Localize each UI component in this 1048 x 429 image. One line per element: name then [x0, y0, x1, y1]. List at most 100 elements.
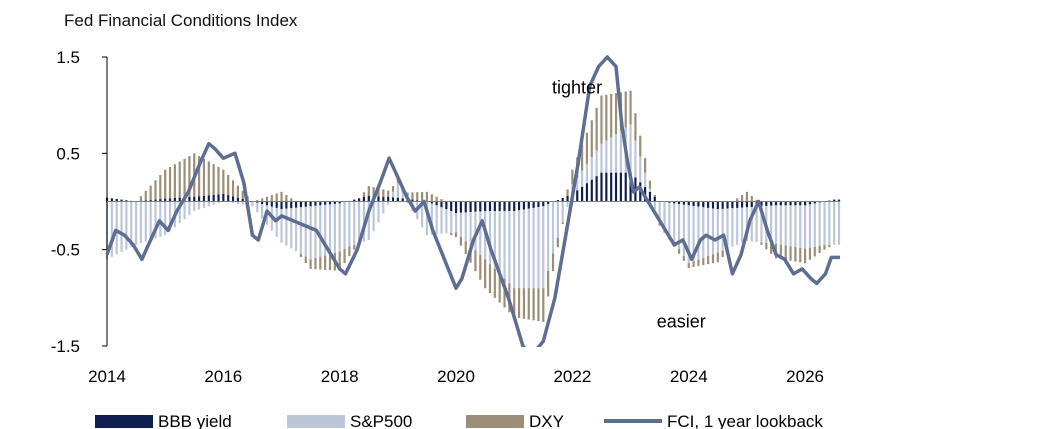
bar-bbb-yield	[493, 201, 496, 212]
bar-s-p500	[285, 208, 288, 246]
bar-s-p500	[435, 205, 438, 235]
bar-dxy	[236, 185, 239, 198]
bar-bbb-yield	[508, 201, 511, 212]
bar-bbb-yield	[454, 201, 458, 214]
bar-dxy	[818, 245, 821, 254]
bar-s-p500	[576, 177, 579, 191]
bar-dxy	[750, 195, 753, 202]
bar-dxy	[188, 156, 191, 198]
bar-bbb-yield	[595, 176, 598, 202]
bar-dxy	[804, 248, 807, 264]
bar-bbb-yield	[561, 197, 564, 202]
bar-bbb-yield	[707, 201, 710, 208]
bar-s-p500	[261, 204, 264, 219]
bar-s-p500	[779, 205, 782, 245]
bar-s-p500	[808, 204, 812, 248]
bar-s-p500	[454, 213, 458, 233]
x-tick-label: 2022	[553, 367, 591, 386]
bar-dxy	[139, 196, 143, 202]
bar-s-p500	[309, 206, 312, 260]
bar-dxy	[823, 244, 826, 250]
bar-dxy	[168, 166, 172, 199]
bar-dxy	[532, 288, 535, 321]
bar-s-p500	[328, 204, 332, 255]
bar-dxy	[207, 161, 210, 196]
bar-s-p500	[619, 130, 622, 173]
bar-dxy	[614, 93, 618, 135]
bar-bbb-yield	[488, 201, 492, 212]
bar-dxy	[343, 248, 346, 264]
bar-s-p500	[740, 207, 744, 243]
bar-dxy	[275, 193, 278, 202]
bar-dxy	[198, 156, 201, 197]
bar-s-p500	[532, 207, 535, 289]
bar-s-p500	[188, 201, 191, 216]
bar-dxy	[692, 261, 695, 268]
bar-s-p500	[382, 201, 385, 214]
bar-s-p500	[488, 211, 492, 265]
bar-s-p500	[682, 204, 685, 257]
bar-bbb-yield	[328, 201, 332, 205]
bar-dxy	[464, 241, 467, 255]
bar-bbb-yield	[474, 201, 477, 212]
bar-bbb-yield	[227, 195, 230, 202]
bar-bbb-yield	[207, 195, 210, 202]
bar-s-p500	[585, 163, 589, 184]
legend: BBB yield S&P500 DXY FCI, 1 year lookback	[95, 412, 823, 429]
bar-s-p500	[590, 157, 593, 180]
bar-bbb-yield	[362, 197, 366, 202]
bar-dxy	[581, 144, 584, 171]
bar-bbb-yield	[721, 201, 724, 209]
bar-dxy	[270, 195, 273, 202]
bar-s-p500	[605, 140, 608, 173]
bar-s-p500	[280, 209, 283, 243]
bar-bbb-yield	[581, 186, 584, 202]
bar-s-p500	[401, 191, 404, 199]
bar-s-p500	[474, 211, 477, 251]
bar-s-p500	[343, 202, 346, 249]
bar-bbb-yield	[527, 201, 530, 209]
bar-bbb-yield	[435, 201, 438, 206]
bar-dxy	[498, 273, 501, 303]
bar-bbb-yield	[198, 196, 201, 202]
bar-dxy	[687, 263, 690, 268]
bar-bbb-yield	[401, 198, 404, 202]
bar-dxy	[328, 254, 332, 271]
bar-dxy	[149, 185, 152, 201]
bar-dxy	[314, 258, 317, 270]
bar-dxy	[590, 120, 593, 158]
bar-s-p500	[372, 201, 375, 232]
bar-s-p500	[770, 205, 773, 244]
bar-s-p500	[207, 201, 210, 207]
bar-s-p500	[556, 201, 559, 238]
bar-s-p500	[833, 201, 836, 245]
bar-bbb-yield	[484, 201, 487, 212]
bar-s-p500	[648, 188, 652, 192]
x-tick-label: 2020	[437, 367, 475, 386]
bar-dxy	[721, 250, 724, 258]
bar-bbb-yield	[736, 201, 739, 208]
bar-dxy	[610, 93, 613, 138]
bar-bbb-yield	[687, 201, 690, 206]
legend-label-s-p500: S&P500	[350, 412, 412, 429]
bar-dxy	[430, 194, 433, 202]
bar-bbb-yield	[605, 172, 608, 202]
annotations: tighter easier	[552, 78, 706, 332]
bar-bbb-yield	[110, 198, 113, 202]
bar-bbb-yield	[794, 201, 797, 206]
bar-bbb-yield	[789, 201, 792, 206]
bar-dxy	[484, 259, 487, 289]
bar-dxy	[217, 166, 220, 195]
bar-dxy	[799, 247, 802, 263]
bar-s-p500	[178, 201, 181, 224]
bar-dxy	[624, 91, 627, 128]
bar-s-p500	[139, 201, 143, 244]
bar-dxy	[571, 169, 574, 185]
bar-dxy	[435, 196, 438, 202]
bar-bbb-yield	[319, 201, 322, 206]
x-tick-label: 2024	[670, 367, 708, 386]
bar-bbb-yield	[750, 201, 753, 207]
bar-dxy	[702, 257, 705, 266]
bar-dxy	[547, 270, 550, 297]
